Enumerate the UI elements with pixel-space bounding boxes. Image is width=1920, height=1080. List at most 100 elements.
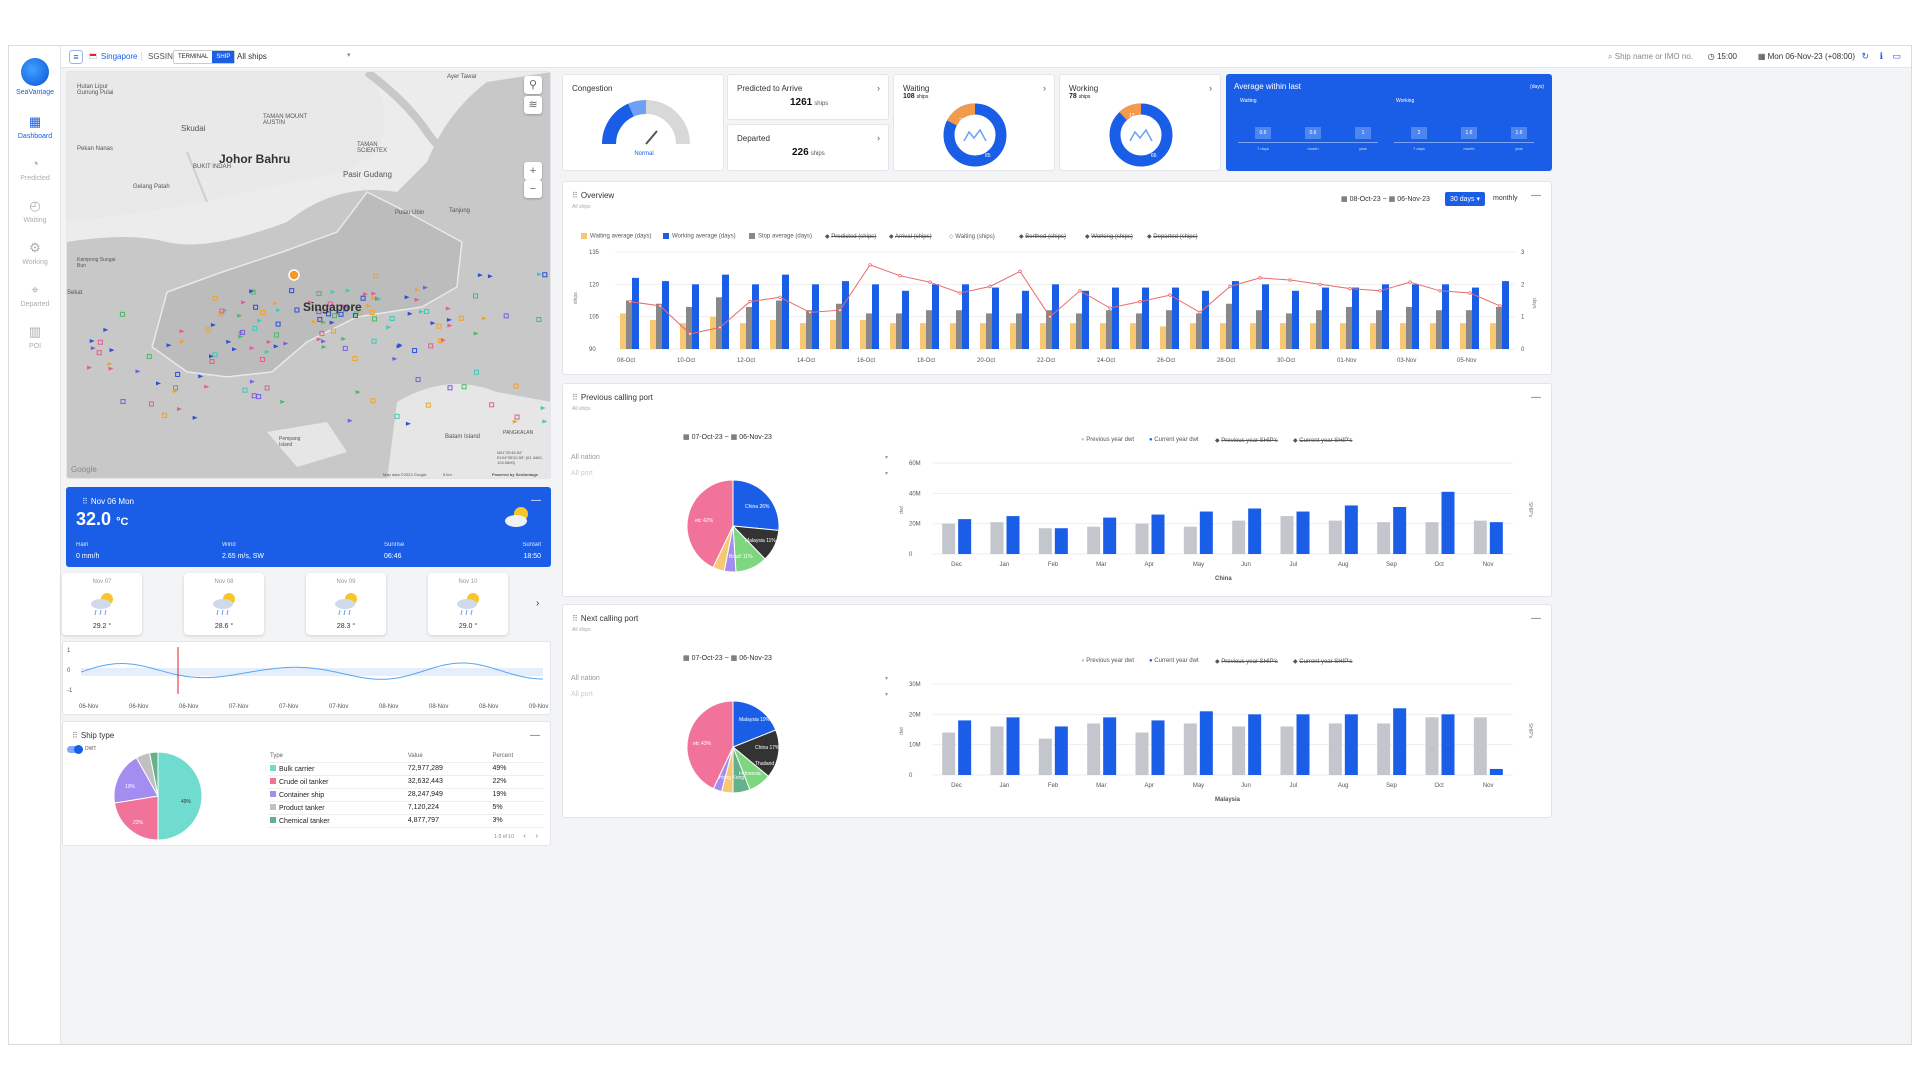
sidebar-item-departed[interactable]: ⌖ Departed xyxy=(9,282,61,308)
ship-marker[interactable] xyxy=(389,316,395,322)
previous-year-bar[interactable] xyxy=(1183,526,1197,554)
ship-marker[interactable] xyxy=(96,350,102,356)
collapse-icon[interactable]: — xyxy=(1531,392,1541,403)
ship-marker[interactable] xyxy=(172,389,178,394)
overview-date-range[interactable]: ▦ 08-Oct-23 ~ ▦ 06-Nov-23 xyxy=(1341,196,1430,203)
waiting-ships-point[interactable] xyxy=(868,263,872,267)
legend-item[interactable]: ◆ Working (ships) xyxy=(1085,234,1133,240)
working-avg-bar[interactable] xyxy=(1472,287,1479,349)
refresh-icon[interactable]: ↻ xyxy=(1861,51,1869,61)
previous-year-bar[interactable] xyxy=(1377,522,1391,554)
ship-marker[interactable] xyxy=(447,385,453,391)
sidebar-item-poi[interactable]: ▥ POI xyxy=(9,324,61,350)
menu-icon[interactable]: ≡ xyxy=(69,50,83,64)
previous-year-bar[interactable] xyxy=(1087,526,1101,554)
working-avg-bar[interactable] xyxy=(1232,281,1239,349)
ship-marker[interactable] xyxy=(226,339,232,344)
legend-item[interactable]: ◆ Previous year SHIP's xyxy=(1215,438,1278,444)
ship-marker[interactable] xyxy=(419,309,425,314)
working-avg-bar[interactable] xyxy=(782,274,789,349)
waiting-avg-bar[interactable] xyxy=(1310,323,1316,349)
ship-marker[interactable] xyxy=(179,339,185,344)
waiting-ships-point[interactable] xyxy=(1138,299,1142,304)
ship-marker[interactable] xyxy=(342,345,348,351)
ship-marker[interactable] xyxy=(209,354,215,359)
waiting-avg-bar[interactable] xyxy=(740,323,746,349)
ship-marker[interactable] xyxy=(540,406,546,411)
stop-avg-bar[interactable] xyxy=(1466,310,1472,349)
working-avg-bar[interactable] xyxy=(1082,290,1089,349)
working-avg-bar[interactable] xyxy=(752,284,759,349)
departed-card[interactable]: Departed › 226 ships xyxy=(727,124,889,171)
current-year-bar[interactable] xyxy=(1248,714,1262,775)
ship-marker[interactable] xyxy=(253,304,259,310)
stop-avg-bar[interactable] xyxy=(716,297,722,349)
stop-avg-bar[interactable] xyxy=(1346,306,1352,349)
waiting-avg-bar[interactable] xyxy=(1100,323,1106,349)
waiting-ships-point[interactable] xyxy=(1378,289,1382,293)
table-row[interactable]: Bulk carrier 72,977,289 49% xyxy=(268,762,544,776)
ship-marker[interactable] xyxy=(273,301,279,306)
waiting-avg-bar[interactable] xyxy=(1160,326,1166,349)
working-avg-bar[interactable] xyxy=(1502,281,1509,349)
ship-marker[interactable] xyxy=(280,399,286,404)
ship-marker[interactable] xyxy=(204,384,210,389)
pie-slice[interactable] xyxy=(113,795,159,841)
dwt-toggle[interactable] xyxy=(67,745,83,754)
ship-marker[interactable] xyxy=(542,272,548,278)
waiting-avg-bar[interactable] xyxy=(1340,323,1346,349)
waiting-avg-bar[interactable] xyxy=(710,316,716,349)
ship-marker[interactable] xyxy=(341,336,347,341)
previous-year-bar[interactable] xyxy=(1473,520,1487,554)
ship-marker[interactable] xyxy=(369,309,375,315)
pie-slice[interactable] xyxy=(732,479,780,531)
ship-marker[interactable] xyxy=(212,295,218,301)
layers-icon[interactable]: ≋ xyxy=(524,96,542,114)
ship-marker[interactable] xyxy=(274,332,280,338)
ship-marker[interactable] xyxy=(446,317,452,322)
ship-marker[interactable] xyxy=(146,353,152,359)
current-year-bar[interactable] xyxy=(1248,508,1262,555)
previous-year-bar[interactable] xyxy=(942,732,956,775)
working-avg-bar[interactable] xyxy=(1352,287,1359,349)
working-avg-bar[interactable] xyxy=(1022,290,1029,349)
drag-handle-icon[interactable]: ⠿ xyxy=(572,191,578,200)
waiting-avg-bar[interactable] xyxy=(1070,323,1076,349)
ship-marker[interactable] xyxy=(249,379,255,384)
current-year-bar[interactable] xyxy=(1344,505,1358,554)
zoom-out-button[interactable]: − xyxy=(524,180,542,198)
stop-avg-bar[interactable] xyxy=(1016,313,1022,349)
ship-marker[interactable] xyxy=(355,390,361,395)
waiting-avg-bar[interactable] xyxy=(620,313,626,349)
chevron-down-icon[interactable]: ▾ xyxy=(347,52,351,59)
ship-marker[interactable] xyxy=(257,318,263,323)
search-input[interactable]: ⌕ Ship name or IMO no. xyxy=(1608,52,1693,61)
waiting-avg-bar[interactable] xyxy=(1010,323,1016,349)
stop-avg-bar[interactable] xyxy=(986,313,992,349)
ship-marker[interactable] xyxy=(514,414,520,420)
page-prev-icon[interactable]: ‹ xyxy=(523,831,526,840)
legend-item[interactable]: ● Current year dwt xyxy=(1149,437,1199,443)
ship-marker[interactable] xyxy=(162,412,168,418)
prev-port-select[interactable]: All port xyxy=(571,470,593,477)
working-avg-bar[interactable] xyxy=(992,287,999,349)
ship-marker[interactable] xyxy=(503,313,509,319)
working-avg-bar[interactable] xyxy=(1172,287,1179,349)
chevron-right-icon[interactable]: › xyxy=(877,83,880,93)
waiting-avg-bar[interactable] xyxy=(1190,323,1196,349)
waiting-ships-point[interactable] xyxy=(1018,269,1022,274)
ship-marker[interactable] xyxy=(405,421,411,426)
seavantage-logo-icon[interactable] xyxy=(21,58,49,86)
legend-item[interactable]: Stop average (days) xyxy=(749,233,812,240)
ship-marker[interactable] xyxy=(317,316,323,322)
waiting-card[interactable]: Waiting › 108 ships 23 85 xyxy=(893,74,1055,171)
ship-marker[interactable] xyxy=(473,369,479,375)
ship-marker[interactable] xyxy=(394,413,400,419)
ship-marker[interactable] xyxy=(316,291,322,297)
previous-year-bar[interactable] xyxy=(1232,520,1246,554)
pie-slice[interactable] xyxy=(686,700,734,790)
ship-marker[interactable] xyxy=(209,358,215,364)
ship-marker[interactable] xyxy=(321,320,327,325)
working-avg-bar[interactable] xyxy=(692,284,699,349)
working-avg-bar[interactable] xyxy=(1202,290,1209,349)
